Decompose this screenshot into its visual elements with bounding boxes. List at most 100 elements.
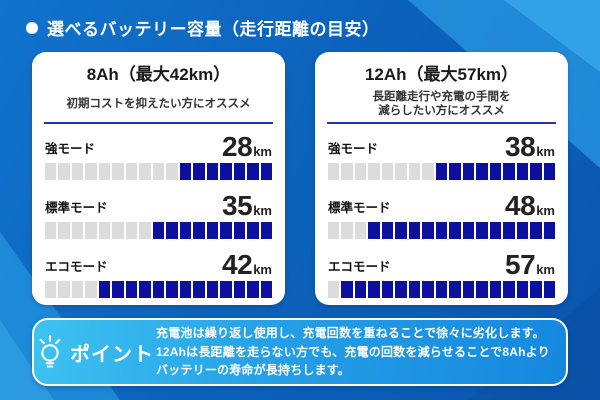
bar-segment-filled	[166, 281, 178, 298]
bar-segment-filled	[435, 222, 448, 239]
bar-segment-filled	[166, 222, 178, 239]
page-header: 選べるバッテリー容量（走行距離の目安）	[0, 0, 600, 40]
bar-segment-empty	[395, 163, 407, 180]
bar-segment-empty	[112, 163, 124, 180]
bar-segment-empty	[139, 222, 151, 239]
card-subtitle: 長距離走行や充電の手間を 減らしたい方にオススメ	[372, 91, 511, 117]
mode-row: 強モード 28km	[45, 132, 272, 180]
distance-unit: km	[536, 144, 555, 159]
bar-segment-filled	[422, 281, 434, 298]
mode-label: 強モード	[328, 142, 379, 156]
bar-segment-filled	[435, 281, 448, 298]
distance-number: 57	[505, 249, 536, 280]
lightbulb-icon	[39, 335, 61, 368]
bar-segment-empty	[328, 281, 340, 298]
bar-segment-empty	[354, 222, 367, 239]
bar-segment-empty	[85, 222, 97, 239]
mode-row-header: エコモード 57km	[328, 250, 555, 279]
bar-segment-filled	[368, 281, 380, 298]
bar-segment-empty	[71, 281, 84, 298]
bar-segment-filled	[530, 222, 542, 239]
bar-segment-filled	[193, 163, 205, 180]
bar-segment-empty	[71, 222, 84, 239]
mode-rows: 強モード 28km 標準モード 35km エコモード 42km	[32, 132, 285, 298]
bar-segment-empty	[85, 163, 97, 180]
bar-segment-filled	[179, 281, 192, 298]
bullet-icon	[26, 21, 38, 34]
distance-bar	[328, 281, 555, 298]
mode-label: 標準モード	[45, 201, 108, 215]
bar-segment-filled	[193, 281, 205, 298]
bar-segment-empty	[45, 163, 57, 180]
bar-segment-filled	[408, 281, 421, 298]
mode-row: 強モード 38km	[328, 132, 555, 180]
bar-segment-filled	[381, 222, 394, 239]
distance-unit: km	[253, 144, 272, 159]
mode-row-header: 強モード 28km	[45, 132, 272, 161]
bar-segment-empty	[381, 163, 394, 180]
bar-segment-filled	[381, 281, 394, 298]
bar-segment-filled	[516, 163, 529, 180]
mode-label: エコモード	[45, 260, 108, 274]
bar-segment-filled	[462, 222, 475, 239]
distance-unit: km	[253, 203, 272, 218]
distance-value: 38km	[505, 133, 555, 161]
bar-segment-filled	[139, 281, 151, 298]
bar-segment-filled	[489, 222, 502, 239]
bar-segment-empty	[139, 163, 151, 180]
distance-unit: km	[536, 262, 555, 277]
bar-segment-filled	[179, 222, 192, 239]
bar-segment-filled	[503, 163, 515, 180]
bar-segment-filled	[260, 222, 272, 239]
bar-segment-filled	[449, 222, 461, 239]
mode-row-header: 強モード 38km	[328, 132, 555, 161]
bar-segment-filled	[449, 163, 461, 180]
bar-segment-filled	[152, 281, 165, 298]
bar-segment-empty	[85, 281, 97, 298]
distance-value: 35km	[222, 192, 272, 220]
bar-segment-filled	[247, 222, 259, 239]
card-8ah: 8Ah（最大42km） 初期コストを抑えたい方にオススメ 強モード 28km 標準モ…	[32, 52, 285, 305]
bar-segment-empty	[354, 163, 367, 180]
distance-bar	[328, 163, 555, 180]
distance-number: 38	[505, 131, 536, 162]
bar-segment-filled	[220, 281, 232, 298]
distance-unit: km	[253, 262, 272, 277]
bar-segment-filled	[152, 222, 165, 239]
mode-rows: 強モード 38km 標準モード 48km エコモード 57km	[315, 132, 568, 298]
point-header: ポイント	[34, 334, 156, 370]
bar-segment-filled	[220, 163, 232, 180]
bar-segment-filled	[206, 163, 219, 180]
mode-row: エコモード 42km	[45, 250, 272, 298]
distance-number: 28	[222, 131, 253, 162]
bar-segment-filled	[489, 281, 502, 298]
mode-row-header: 標準モード 35km	[45, 191, 272, 220]
bar-segment-filled	[260, 163, 272, 180]
bar-segment-empty	[45, 281, 57, 298]
bar-segment-filled	[98, 281, 111, 298]
bar-segment-empty	[408, 163, 421, 180]
bar-segment-filled	[462, 163, 475, 180]
bar-segment-filled	[179, 163, 192, 180]
point-description: 充電池は繰り返し使用し、充電回数を重ねることで徐々に劣化します。 12Ahは長距…	[156, 326, 550, 378]
divider	[44, 122, 273, 124]
distance-number: 35	[222, 190, 253, 221]
bar-segment-filled	[368, 222, 380, 239]
bar-segment-filled	[516, 222, 529, 239]
bar-segment-filled	[260, 281, 272, 298]
mode-label: 強モード	[45, 142, 96, 156]
battery-cards: 8Ah（最大42km） 初期コストを抑えたい方にオススメ 強モード 28km 標準モ…	[32, 52, 568, 305]
distance-bar	[328, 222, 555, 239]
bar-segment-empty	[58, 281, 70, 298]
bar-segment-filled	[112, 281, 124, 298]
card-subtitle: 初期コストを抑えたい方にオススメ	[66, 98, 251, 110]
distance-bar	[45, 222, 272, 239]
bar-segment-filled	[462, 281, 475, 298]
bar-segment-empty	[328, 163, 340, 180]
bar-segment-filled	[193, 222, 205, 239]
bar-segment-empty	[125, 222, 138, 239]
bar-segment-filled	[395, 281, 407, 298]
bar-segment-empty	[166, 163, 178, 180]
card-title: 8Ah（最大42km）	[86, 65, 231, 84]
distance-value: 57km	[505, 251, 555, 279]
